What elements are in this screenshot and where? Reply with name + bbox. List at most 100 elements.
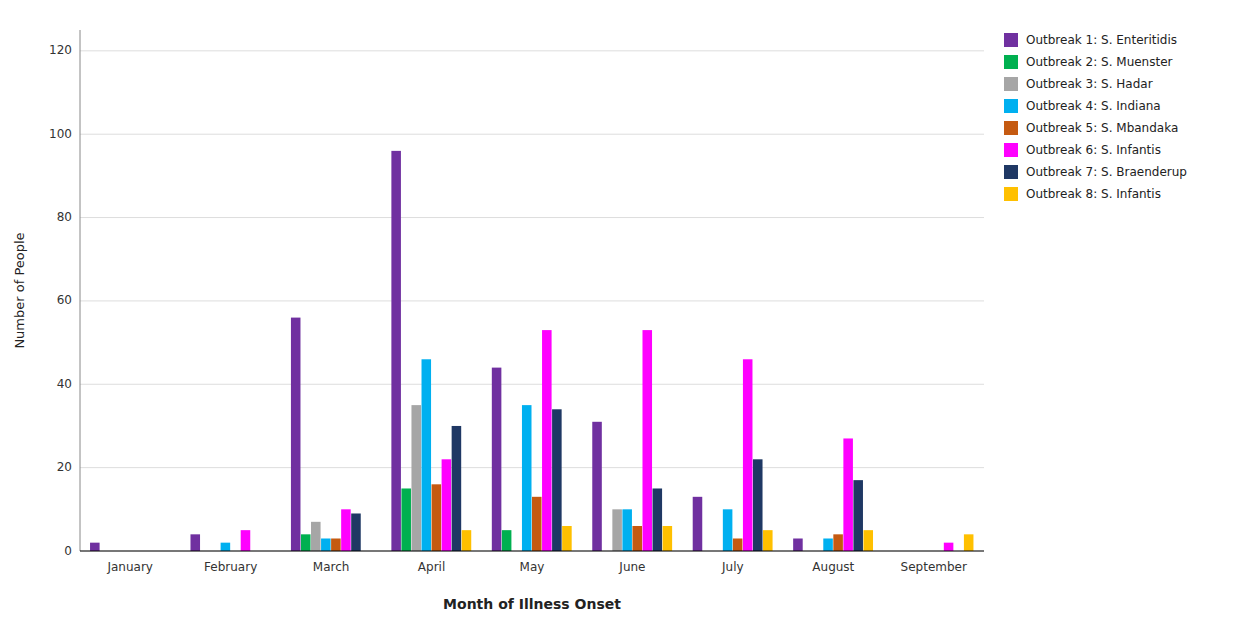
bar-series [331, 484, 843, 551]
bar [321, 538, 331, 551]
legend-label: Outbreak 1: S. Enteritidis [1026, 33, 1177, 47]
bar [642, 330, 652, 551]
x-tick-label: August [812, 560, 854, 574]
bar [592, 422, 602, 551]
bar [492, 368, 502, 551]
chart-svg: 0 20 40 60 80 100 120 January February March April… [0, 0, 1234, 631]
bar [723, 509, 733, 551]
x-tick-label: January [106, 560, 153, 574]
bar [452, 426, 462, 551]
y-tick-label: 40 [57, 377, 72, 391]
bar [411, 405, 421, 551]
grid [80, 51, 984, 551]
grid-line [80, 50, 984, 51]
y-tick-label: 80 [57, 210, 72, 224]
bar [823, 538, 833, 551]
bar [90, 543, 100, 551]
y-tick-label: 100 [49, 127, 72, 141]
legend-swatch [1004, 143, 1018, 157]
grid-line [80, 551, 984, 552]
y-axis-label: Number of People [12, 232, 27, 348]
legend-label: Outbreak 3: S. Hadar [1026, 77, 1153, 91]
bar [391, 151, 401, 551]
bar [241, 530, 251, 551]
bar [632, 526, 642, 551]
x-axis-label: Month of Illness Onset [443, 596, 621, 612]
legend-label: Outbreak 7: S. Braenderup [1026, 165, 1187, 179]
bar-series [351, 409, 863, 551]
bar-series [221, 359, 833, 551]
bar [462, 530, 472, 551]
legend-swatch [1004, 165, 1018, 179]
bar [663, 526, 673, 551]
bar [331, 538, 341, 551]
grid-line [80, 217, 984, 218]
bar [301, 534, 311, 551]
bar [552, 409, 562, 551]
bar [863, 530, 873, 551]
bar [432, 484, 442, 551]
bar [843, 438, 853, 551]
legend-label: Outbreak 6: S. Infantis [1026, 143, 1161, 157]
bar [442, 459, 452, 551]
legend-swatch [1004, 33, 1018, 47]
grid-line [80, 300, 984, 301]
bar [532, 497, 542, 551]
bar [221, 543, 231, 551]
y-tick-label: 120 [49, 43, 72, 57]
bar [944, 543, 954, 551]
y-axis-ticks: 0 20 40 60 80 100 120 [49, 43, 72, 557]
bar [542, 330, 552, 551]
bar [422, 359, 432, 551]
bar [351, 513, 361, 551]
bar [653, 488, 663, 551]
bar [753, 459, 763, 551]
legend-swatch [1004, 187, 1018, 201]
bar [763, 530, 773, 551]
legend-label: Outbreak 2: S. Muenster [1026, 55, 1173, 69]
y-tick-label: 20 [57, 460, 72, 474]
grid-line [80, 134, 984, 135]
legend: Outbreak 1: S. Enteritidis Outbreak 2: S.… [1004, 33, 1187, 202]
x-axis-ticks: JanuaryFebruaryMarchAprilMayJuneJulyAugu… [106, 560, 967, 574]
bar [743, 359, 753, 551]
legend-label: Outbreak 4: S. Indiana [1026, 99, 1161, 113]
bar [562, 526, 572, 551]
legend-swatch [1004, 77, 1018, 91]
y-axis-line [80, 30, 81, 551]
bar [622, 509, 632, 551]
y-tick-label: 0 [64, 544, 72, 558]
bar-series [90, 151, 803, 551]
bar-series [462, 526, 974, 551]
bar [311, 522, 321, 551]
bar [401, 488, 411, 551]
bar [190, 534, 200, 551]
bar [341, 509, 351, 551]
bar [693, 497, 703, 551]
x-tick-label: February [204, 560, 257, 574]
bar [793, 538, 803, 551]
bar [833, 534, 843, 551]
bar [733, 538, 743, 551]
grid-line [80, 384, 984, 385]
bar [853, 480, 863, 551]
x-tick-label: June [618, 560, 645, 574]
bar-series [311, 405, 622, 551]
legend-swatch [1004, 121, 1018, 135]
bar [291, 318, 301, 551]
bars [90, 151, 973, 551]
legend-swatch [1004, 55, 1018, 69]
legend-swatch [1004, 99, 1018, 113]
bar [612, 509, 622, 551]
chart-container: 0 20 40 60 80 100 120 January February March April… [0, 0, 1234, 631]
x-tick-label: May [520, 560, 545, 574]
x-tick-label: September [901, 560, 967, 574]
bar-series [301, 488, 511, 551]
bar-series [241, 330, 954, 551]
legend-label: Outbreak 8: S. Infantis [1026, 187, 1161, 201]
x-tick-label: April [418, 560, 445, 574]
legend-label: Outbreak 5: S. Mbandaka [1026, 121, 1178, 135]
x-tick-label: March [313, 560, 350, 574]
bar [502, 530, 512, 551]
y-tick-label: 60 [57, 293, 72, 307]
